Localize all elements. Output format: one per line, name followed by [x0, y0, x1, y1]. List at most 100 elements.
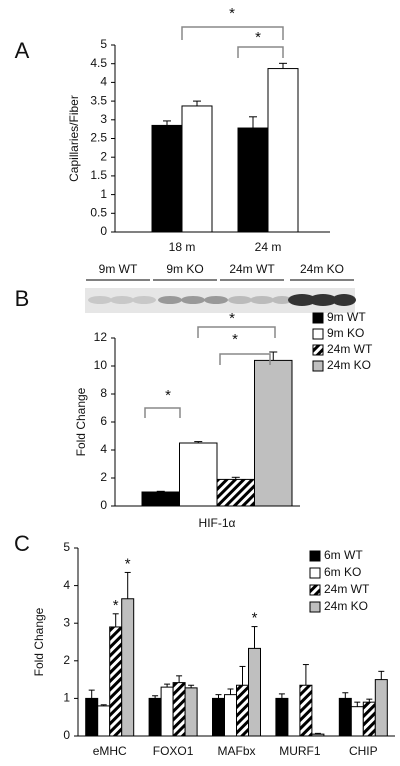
significance-bracket	[181, 26, 284, 40]
x-tick-label: CHIP	[349, 744, 378, 758]
significance-marker: *	[255, 29, 261, 46]
error-bar	[378, 670, 385, 680]
legend-swatch	[309, 550, 321, 562]
y-tick-label: 1	[100, 187, 107, 201]
y-tick-label: 2.5	[90, 131, 107, 145]
y-tick-label: 2	[100, 149, 107, 163]
bar	[179, 442, 218, 507]
x-tick-label: MAFbx	[217, 744, 255, 758]
legend-label: 24m WT	[324, 582, 370, 596]
bar	[236, 684, 249, 737]
y-tick-label: 2	[63, 653, 70, 667]
error-bar	[124, 571, 131, 599]
y-axis-label: Capillaries/Fiber	[67, 95, 81, 182]
bar	[172, 682, 186, 737]
y-tick-label: 12	[94, 330, 108, 344]
error-bar	[279, 62, 287, 69]
bar	[299, 684, 313, 737]
legend-swatch	[312, 344, 324, 356]
y-tick-label: 1.5	[90, 168, 107, 182]
bar	[254, 359, 293, 507]
bar	[237, 127, 269, 233]
significance-bracket	[197, 326, 276, 338]
bar	[121, 598, 135, 737]
legend-label: 9m KO	[327, 326, 364, 340]
error-bar	[194, 441, 203, 443]
y-tick-label: 3.5	[90, 93, 107, 107]
panel-label: B	[15, 286, 30, 311]
y-tick-label: 0	[100, 498, 107, 512]
bar	[160, 686, 174, 737]
significance-marker: *	[125, 555, 131, 572]
significance-marker: *	[229, 310, 235, 327]
y-tick-label: 3	[100, 112, 107, 126]
significance-marker: *	[232, 331, 238, 348]
error-bar	[227, 688, 234, 695]
error-bar	[278, 693, 285, 699]
legend-label: 24m WT	[327, 342, 373, 356]
significance-bracket	[237, 46, 284, 58]
y-tick-label: 0.5	[90, 205, 107, 219]
x-tick-label: HIF-1α	[199, 516, 236, 530]
significance-marker: *	[229, 5, 235, 22]
y-tick-label: 4	[100, 442, 107, 456]
error-bar	[156, 490, 165, 492]
error-bar	[88, 689, 95, 699]
error-bar	[163, 120, 171, 126]
y-axis-label: Fold Change	[32, 607, 46, 676]
significance-bracket	[144, 407, 181, 418]
bar	[350, 706, 364, 737]
bar	[216, 478, 255, 507]
bar	[151, 124, 183, 233]
bar	[85, 697, 99, 737]
error-bar	[314, 732, 321, 735]
y-tick-label: 8	[100, 386, 107, 400]
bar	[97, 705, 111, 737]
error-bar	[354, 701, 361, 707]
error-bar	[215, 694, 222, 699]
legend-swatch	[312, 312, 324, 324]
bar	[212, 697, 225, 737]
error-bar	[164, 683, 171, 688]
error-bar	[152, 695, 159, 699]
y-tick-label: 1	[63, 691, 70, 705]
y-tick-label: 4.5	[90, 56, 107, 70]
significance-bracket	[219, 353, 271, 365]
bar	[267, 68, 299, 233]
y-tick-label: 4	[63, 578, 70, 592]
x-tick-label: FOXO1	[153, 744, 194, 758]
x-tick-label: 18 m	[169, 240, 196, 254]
bar	[109, 626, 123, 737]
y-tick-label: 6	[100, 414, 107, 428]
blot-bands	[88, 294, 356, 306]
blot-lane-label: 9m KO	[166, 262, 203, 276]
legend-swatch	[309, 567, 321, 579]
legend-label: 6m WT	[324, 548, 363, 562]
legend-label: 24m KO	[327, 358, 371, 372]
legend-swatch	[312, 328, 324, 340]
y-tick-label: 10	[94, 358, 108, 372]
y-tick-label: 5	[100, 37, 107, 51]
error-bar	[251, 626, 258, 649]
x-tick-label: eMHC	[93, 744, 127, 758]
error-bar	[176, 675, 183, 683]
y-tick-label: 5	[63, 540, 70, 554]
legend-swatch	[309, 601, 321, 613]
panel-label: C	[14, 531, 30, 556]
significance-marker: *	[165, 387, 171, 404]
bar	[338, 697, 352, 737]
error-bar	[302, 664, 309, 686]
bar	[248, 647, 261, 737]
significance-marker: *	[113, 597, 119, 614]
error-bar	[249, 116, 257, 129]
legend-label: 6m KO	[324, 565, 361, 579]
y-tick-label: 4	[100, 75, 107, 89]
y-tick-label: 2	[100, 470, 107, 484]
blot-lane-label: 24m WT	[229, 262, 275, 276]
error-bar	[193, 100, 201, 106]
error-bar	[231, 476, 240, 480]
bar	[374, 679, 388, 737]
bar	[184, 687, 198, 737]
bar	[275, 697, 289, 737]
